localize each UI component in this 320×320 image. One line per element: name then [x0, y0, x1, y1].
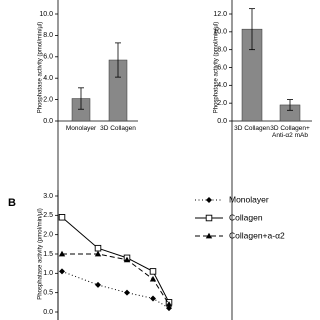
point — [124, 289, 130, 296]
y-tick-label: 0.0 — [43, 118, 53, 125]
legend-marker — [205, 232, 213, 239]
point — [95, 281, 101, 288]
y-tick-label: 6.0 — [217, 64, 227, 71]
x-tick-label: 3D Collagen — [100, 125, 136, 132]
y-axis-label: Phosphatase activity (pmol/min/µl) — [214, 22, 220, 114]
point — [149, 268, 157, 275]
y-tick-label: 2.0 — [43, 232, 53, 239]
x-tick-label: 3D Collagen+ Anti-α2 mAb — [270, 125, 310, 140]
point — [94, 244, 102, 252]
point — [165, 301, 173, 307]
point — [123, 256, 131, 263]
point — [149, 275, 157, 282]
y-tick-label: 2.0 — [217, 100, 227, 107]
legend-label: Collagen — [229, 212, 263, 222]
y-tick-label: 8.0 — [217, 47, 227, 54]
x-tick-label: 3D Collagen — [234, 125, 270, 132]
legend-label: Monolayer — [229, 194, 269, 204]
point — [94, 250, 102, 257]
legend-label: Collagen+a-α2 — [229, 230, 285, 240]
panel-label: B — [8, 197, 16, 209]
y-tick-label: 2.0 — [43, 96, 53, 103]
y-tick-label: 0.5 — [43, 290, 53, 297]
y-tick-label: 3.0 — [43, 193, 53, 200]
y-tick-label: 10.0 — [39, 11, 53, 18]
point — [58, 214, 66, 221]
x-tick-label: Monolayer — [65, 125, 97, 132]
point — [58, 250, 66, 257]
y-tick-label: 4.0 — [217, 82, 227, 89]
y-tick-label: 12.0 — [213, 11, 227, 18]
y-tick-label: 8.0 — [43, 32, 53, 39]
legend-marker — [205, 214, 213, 222]
y-tick-label: 10.0 — [213, 29, 227, 36]
y-tick-label: 0.0 — [43, 309, 53, 316]
point — [59, 268, 65, 275]
category-label-box: 3D Collagen+ Anti-α2 mAb — [270, 125, 310, 140]
y-tick-label: 1.0 — [43, 270, 53, 277]
category-label-box: 3D Collagen — [234, 125, 270, 132]
legend-marker — [206, 197, 212, 203]
point — [150, 295, 156, 302]
category-label-box: 3D Collagen — [100, 125, 136, 132]
y-tick-label: 2.5 — [43, 212, 53, 219]
y-tick-label: 1.5 — [43, 251, 53, 258]
y-tick-label: 4.0 — [43, 75, 53, 82]
y-tick-label: 0.0 — [217, 118, 227, 125]
y-axis-label: Phosphatase activity (pmol/min/µl) — [38, 208, 44, 300]
category-label-box: Monolayer — [65, 125, 97, 132]
y-axis-label: Phosphatase activity (pmol/min/µl) — [38, 22, 44, 114]
y-tick-label: 6.0 — [43, 54, 53, 61]
